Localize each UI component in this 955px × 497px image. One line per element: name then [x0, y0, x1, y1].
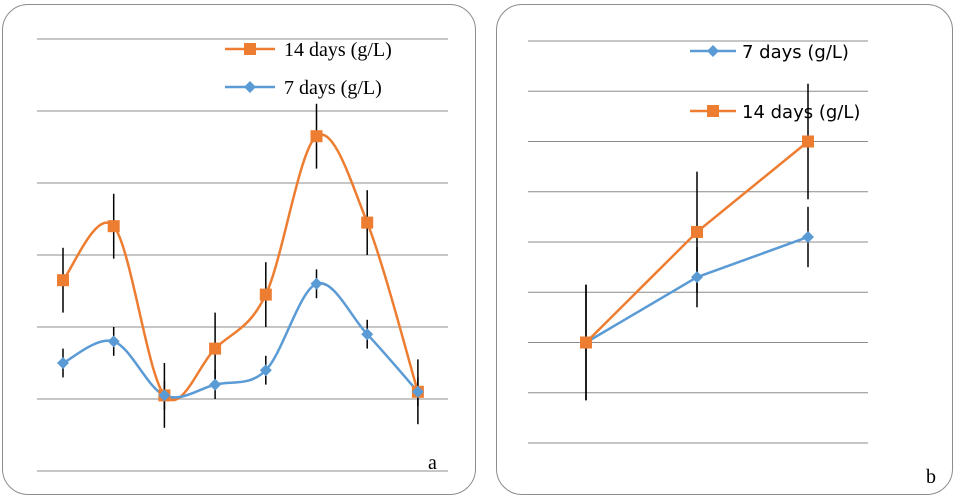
series-line-0-0 [62, 133, 420, 402]
marker-diamond-0-1-3 [209, 378, 222, 391]
marker-square-0-0-1 [107, 220, 120, 233]
marker-square-0-0-6 [361, 216, 374, 229]
series-line-0-1 [62, 282, 419, 399]
marker-square-1-1-2 [802, 135, 814, 148]
marker-square-0-0-5 [310, 130, 323, 143]
legend-marker-1-0 [707, 45, 719, 57]
marker-diamond-0-1-6 [361, 328, 374, 341]
marker-diamond-0-1-0 [57, 357, 69, 369]
marker-diamond-1-0-2 [802, 230, 814, 243]
marker-diamond-0-1-5 [310, 277, 323, 290]
marker-diamond-0-1-7 [411, 385, 424, 398]
panel-label-a: a [428, 452, 437, 474]
marker-square-1-1-0 [580, 336, 592, 349]
marker-diamond-1-0-1 [691, 271, 703, 284]
chart-panel-b [496, 4, 953, 495]
marker-diamond-0-1-1 [107, 335, 120, 348]
legend-label-0-0: 14 days (g/L) [284, 39, 392, 61]
panel-label-b: b [926, 466, 936, 488]
legend-marker-1-1 [707, 105, 719, 117]
marker-square-0-0-4 [259, 288, 272, 301]
marker-diamond-0-1-4 [259, 364, 272, 377]
legend-label-1-1: 14 days (g/L) [742, 102, 860, 123]
legend-marker-0-1 [244, 81, 256, 93]
legend-label-1-0: 7 days (g/L) [742, 42, 849, 63]
legend-label-0-1: 7 days (g/L) [284, 77, 382, 99]
marker-square-0-0-3 [209, 342, 222, 355]
marker-diamond-0-1-2 [158, 389, 171, 402]
legend-marker-0-0 [244, 43, 256, 55]
marker-square-1-1-1 [691, 225, 703, 238]
marker-square-0-0-0 [57, 274, 69, 287]
